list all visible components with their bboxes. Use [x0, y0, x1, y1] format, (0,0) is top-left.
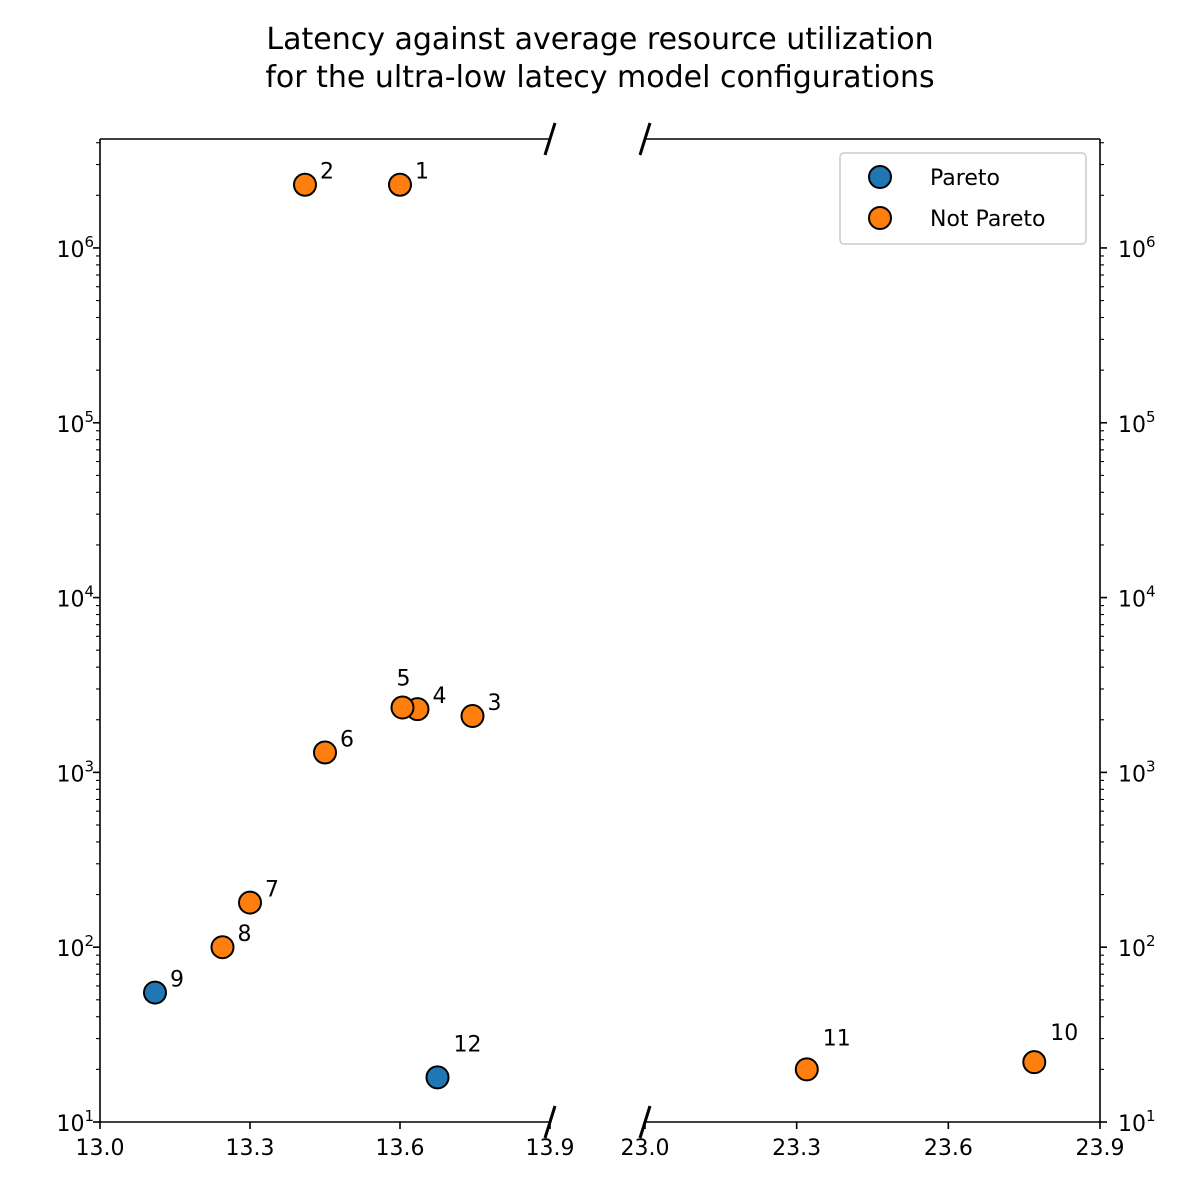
point-label-10: 10	[1050, 1021, 1078, 1046]
point-label-12: 12	[454, 1032, 482, 1057]
data-point-not-pareto-3	[460, 704, 485, 729]
y-tick-label-left: 101	[56, 1107, 94, 1137]
x-tick-label: 13.0	[76, 1136, 125, 1161]
data-point-not-pareto-5	[390, 695, 415, 720]
data-point-pareto-12	[425, 1065, 450, 1090]
y-tick-label-left: 104	[56, 583, 94, 613]
chart-title-line-2: for the ultra-low latecy model configura…	[265, 60, 934, 95]
y-tick-label-right: 103	[1118, 757, 1156, 787]
x-tick-label: 13.3	[226, 1136, 275, 1161]
point-label-7: 7	[265, 878, 279, 903]
y-tick-label-right: 106	[1118, 233, 1156, 263]
data-point-not-pareto-11	[794, 1057, 819, 1082]
legend-marker-pareto	[868, 165, 892, 189]
data-point-not-pareto-8	[210, 935, 235, 960]
point-label-5: 5	[397, 667, 411, 692]
point-label-9: 9	[170, 968, 184, 993]
point-label-1: 1	[415, 160, 429, 185]
legend-marker-not-pareto	[868, 206, 892, 230]
axis-break-mark-2-top	[638, 122, 652, 156]
y-tick-label-right: 105	[1118, 408, 1156, 438]
point-label-8: 8	[238, 922, 252, 947]
x-tick-label: 13.9	[526, 1136, 575, 1161]
data-point-not-pareto-10	[1022, 1050, 1047, 1075]
y-tick-label-left: 105	[56, 408, 94, 438]
data-point-pareto-9	[143, 980, 167, 1005]
y-tick-label-left: 106	[56, 233, 94, 263]
data-point-not-pareto-2	[293, 172, 317, 197]
y-tick-label-right: 104	[1118, 583, 1156, 613]
point-label-11: 11	[823, 1026, 851, 1051]
legend-box	[839, 152, 1087, 245]
data-point-not-pareto-6	[313, 740, 337, 765]
legend-label-pareto: Pareto	[930, 166, 1000, 191]
point-label-4: 4	[433, 684, 447, 709]
point-label-2: 2	[320, 160, 334, 185]
data-point-not-pareto-1	[388, 172, 412, 197]
x-tick-label: 23.9	[1076, 1136, 1125, 1161]
x-tick-label: 13.6	[376, 1136, 425, 1161]
legend-label-not-pareto: Not Pareto	[930, 207, 1045, 232]
x-tick-label: 23.6	[924, 1136, 973, 1161]
x-tick-label: 23.3	[772, 1136, 821, 1161]
y-tick-label-right: 101	[1118, 1107, 1156, 1137]
data-point-not-pareto-7	[238, 890, 262, 915]
legend: Pareto Not Pareto	[839, 152, 1087, 245]
chart-title-line-1: Latency against average resource utiliza…	[266, 22, 933, 57]
y-tick-label-right: 102	[1118, 932, 1156, 962]
y-tick-label-left: 102	[56, 932, 94, 962]
x-tick-label: 23.0	[621, 1136, 670, 1161]
point-label-3: 3	[488, 691, 502, 716]
y-tick-label-left: 103	[56, 757, 94, 787]
axis-break-mark-1-top	[543, 122, 557, 156]
point-label-6: 6	[340, 727, 354, 752]
